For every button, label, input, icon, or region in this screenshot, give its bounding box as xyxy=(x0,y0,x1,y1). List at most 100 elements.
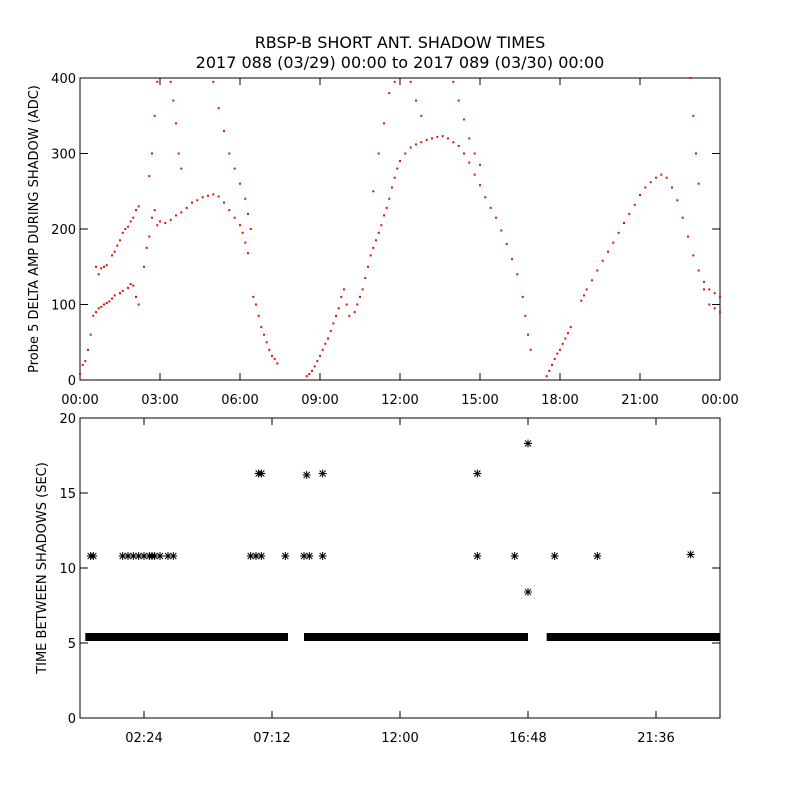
amp-data-point xyxy=(529,348,532,351)
amp-data-point xyxy=(377,231,380,234)
interval-data-point xyxy=(300,552,308,560)
x-tick-label: 06:00 xyxy=(221,393,258,408)
amp-data-point xyxy=(127,225,129,228)
y-tick-label: 0 xyxy=(68,712,76,727)
amp-data-point xyxy=(505,243,508,246)
amp-data-point xyxy=(177,152,180,155)
interval-data-point xyxy=(686,550,695,559)
amp-data-point xyxy=(79,373,81,375)
amp-data-point xyxy=(468,137,471,140)
amp-data-point xyxy=(247,252,249,255)
amp-data-point xyxy=(703,288,705,291)
amp-data-point xyxy=(103,265,105,268)
amp-data-point xyxy=(697,269,700,272)
interval-data-point xyxy=(318,469,327,478)
x-tick-label: 03:00 xyxy=(141,393,178,408)
amp-data-point xyxy=(356,303,359,306)
interval-data-point xyxy=(257,552,266,560)
amp-data-point xyxy=(489,206,492,209)
amp-data-point xyxy=(151,216,153,219)
amp-data-point xyxy=(527,333,529,336)
amp-data-point xyxy=(393,176,396,179)
amp-data-point xyxy=(375,239,377,242)
baseline-interval-band xyxy=(304,633,528,641)
interval-data-point xyxy=(473,552,482,560)
amp-data-point xyxy=(332,322,335,325)
amp-data-point xyxy=(321,348,324,351)
amp-data-point xyxy=(137,303,140,306)
amp-data-point xyxy=(145,246,148,249)
x-tick-label: 00:00 xyxy=(701,393,738,408)
x-tick-label: 18:00 xyxy=(541,393,578,408)
amp-data-point xyxy=(185,206,188,209)
x-tick-label: 21:36 xyxy=(637,731,674,746)
amp-data-point xyxy=(660,173,663,176)
amp-data-point xyxy=(233,216,236,219)
amp-data-point xyxy=(361,288,364,291)
amp-data-point xyxy=(159,220,161,223)
amp-data-point xyxy=(681,216,684,219)
amp-data-point xyxy=(97,307,100,310)
amp-data-point xyxy=(380,224,383,227)
amp-data-point xyxy=(271,354,273,357)
amp-data-point xyxy=(108,300,111,303)
amp-data-point xyxy=(135,209,137,212)
amp-data-point xyxy=(265,341,268,344)
interval-data-point xyxy=(156,552,164,560)
amp-data-point xyxy=(223,129,225,132)
x-tick-label: 00:00 xyxy=(61,393,98,408)
amp-data-point xyxy=(175,214,177,217)
y-tick-label: 0 xyxy=(68,374,76,389)
amp-data-point xyxy=(393,80,396,83)
amp-data-point xyxy=(377,152,380,155)
amp-data-point xyxy=(596,269,599,272)
amp-data-point xyxy=(169,218,172,221)
amp-data-point xyxy=(569,326,572,329)
amp-data-point xyxy=(484,196,487,199)
amp-data-point xyxy=(169,80,172,83)
amp-data-point xyxy=(143,265,145,268)
amp-data-point xyxy=(263,333,265,336)
amp-data-point xyxy=(95,265,97,268)
amp-data-point xyxy=(644,186,647,189)
amp-data-point xyxy=(468,161,471,164)
interval-data-point xyxy=(305,552,314,560)
amp-data-point xyxy=(217,195,220,198)
amp-data-point xyxy=(228,209,231,212)
interval-data-point xyxy=(257,469,266,478)
amp-data-point xyxy=(276,362,279,365)
amp-data-point xyxy=(311,369,313,372)
amp-data-point xyxy=(327,337,329,340)
amp-data-point xyxy=(671,186,673,189)
amp-data-point xyxy=(420,114,423,117)
amp-data-point xyxy=(713,307,716,310)
amp-data-point xyxy=(452,80,455,83)
amp-data-point xyxy=(151,152,153,155)
amp-data-point xyxy=(692,114,695,117)
x-tick-label: 07:12 xyxy=(253,731,290,746)
amp-data-point xyxy=(628,212,631,215)
y-tick-label: 200 xyxy=(51,223,76,238)
amp-data-point xyxy=(129,283,132,286)
amp-panel: 00:00 03:00 06:00 09:00 12:00 15:00 18:00 21:00… xyxy=(27,72,739,408)
amp-data-point xyxy=(676,199,679,202)
interval-data-point xyxy=(510,552,519,560)
amp-data-point xyxy=(713,292,716,295)
amp-data-point xyxy=(383,122,385,125)
x-tick-label: 21:00 xyxy=(621,393,658,408)
amp-data-point xyxy=(156,224,159,227)
amp-data-point xyxy=(244,197,247,200)
amp-data-point xyxy=(249,228,252,230)
interval-data-point xyxy=(169,552,178,560)
interval-data-point xyxy=(593,552,602,560)
amp-data-point xyxy=(415,143,417,146)
amp-data-point xyxy=(388,197,391,200)
amp-data-point xyxy=(148,175,151,178)
amp-data-point xyxy=(695,152,697,155)
interval-data-point xyxy=(129,552,138,560)
amp-data-point xyxy=(511,258,513,261)
amp-data-point xyxy=(153,209,156,212)
interval-data-point xyxy=(302,471,311,479)
amp-data-point xyxy=(244,241,247,244)
